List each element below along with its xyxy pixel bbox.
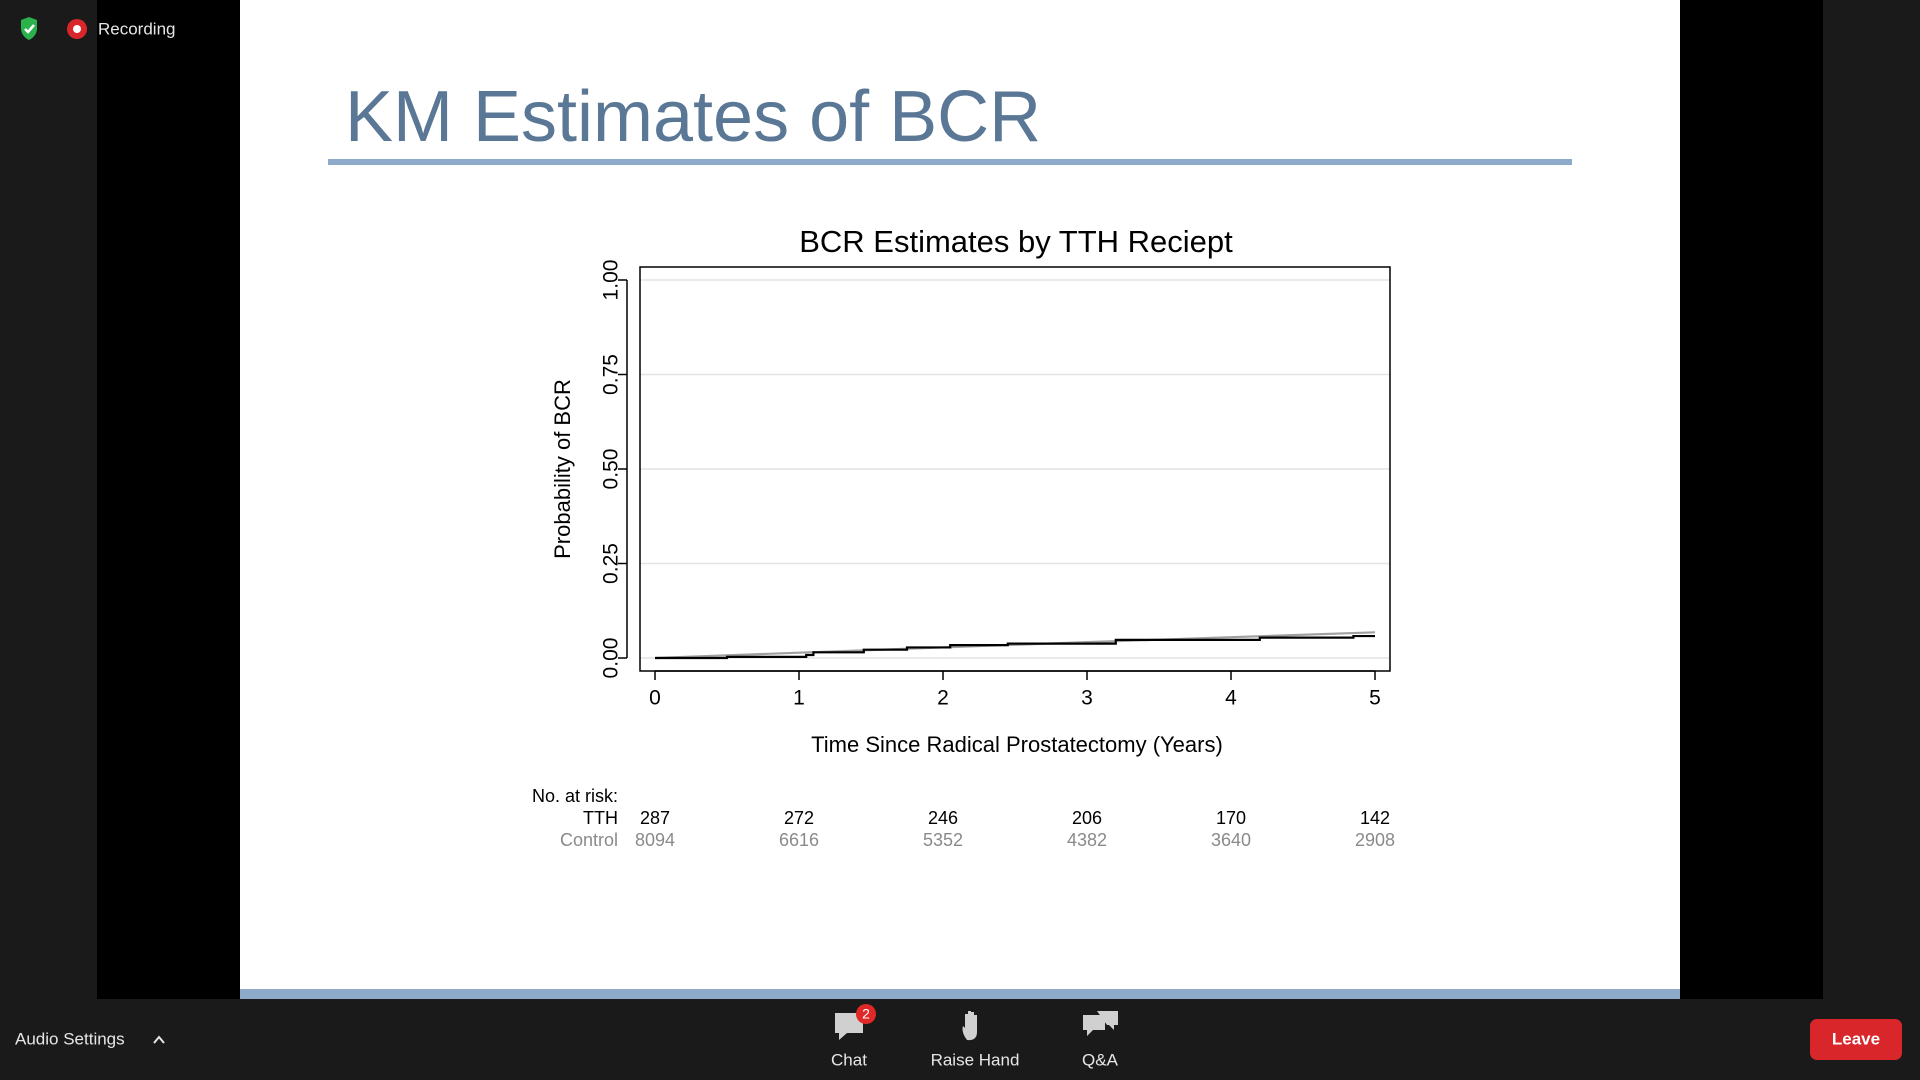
- risk-count: 4382: [1067, 830, 1107, 850]
- y-tick-label: 0.50: [600, 449, 623, 490]
- risk-row-label: TTH: [583, 808, 618, 828]
- slide: [240, 0, 1680, 999]
- risk-count: 5352: [923, 830, 963, 850]
- toolbar: [0, 999, 1920, 1080]
- risk-count: 206: [1072, 808, 1102, 828]
- x-tick-label: 0: [649, 687, 661, 710]
- chat-badge: [856, 1004, 876, 1024]
- x-axis-label: Time Since Radical Prostatectomy (Years): [811, 732, 1223, 757]
- x-tick-label: 1: [793, 687, 805, 710]
- risk-count: 170: [1216, 808, 1246, 828]
- audio-settings[interactable]: Audio Settings: [15, 1029, 125, 1048]
- km-curve: [655, 634, 1375, 660]
- check: [24, 24, 35, 34]
- km-curve: [654, 631, 1376, 660]
- chat-badge-count: 2: [862, 1006, 870, 1022]
- risk-count: 3640: [1211, 830, 1251, 850]
- risk-count: 6616: [779, 830, 819, 850]
- chart-title: BCR Estimates by TTH Reciept: [799, 224, 1233, 259]
- audio-caret[interactable]: [153, 1035, 165, 1044]
- y-axis-label: Probability of BCR: [550, 379, 575, 559]
- risk-count: 8094: [635, 830, 675, 850]
- slide-title: KM Estimates of BCR: [345, 77, 1041, 157]
- recording-label: Recording: [98, 19, 176, 38]
- risk-count: 142: [1360, 808, 1390, 828]
- qa-label[interactable]: Q&A: [1082, 1050, 1119, 1069]
- qa-icon[interactable]: [1083, 1011, 1118, 1036]
- leave-button[interactable]: [1810, 1019, 1902, 1060]
- raise-hand-icon[interactable]: [962, 1011, 978, 1041]
- leave-label[interactable]: Leave: [1832, 1029, 1880, 1048]
- x-tick-label: 4: [1225, 687, 1237, 710]
- chat-icon[interactable]: [835, 1013, 863, 1040]
- risk-count: 2908: [1355, 830, 1395, 850]
- risk-count: 272: [784, 808, 814, 828]
- x-tick-label: 5: [1369, 687, 1381, 710]
- slide-footer-bar: [240, 989, 1680, 999]
- raise-hand-label[interactable]: Raise Hand: [931, 1050, 1020, 1069]
- chart: BCR Estimates by TTH Reciept Time Since …: [532, 224, 1395, 850]
- risk-count: 246: [928, 808, 958, 828]
- x-tick-label: 3: [1081, 687, 1093, 710]
- risk-heading: No. at risk:: [532, 786, 618, 806]
- y-tick-label: 0.75: [600, 354, 623, 395]
- title-underline: [328, 159, 1572, 165]
- y-tick-label: 0.00: [600, 638, 623, 679]
- x-tick-label: 2: [937, 687, 949, 710]
- risk-count: 287: [640, 808, 670, 828]
- risk-row-label: Control: [560, 830, 618, 850]
- y-tick-label: 0.25: [600, 543, 623, 584]
- y-tick-label: 1.00: [600, 260, 623, 301]
- chat-label[interactable]: Chat: [831, 1050, 867, 1069]
- security-icon[interactable]: [21, 17, 37, 40]
- recording-dot: [73, 25, 81, 33]
